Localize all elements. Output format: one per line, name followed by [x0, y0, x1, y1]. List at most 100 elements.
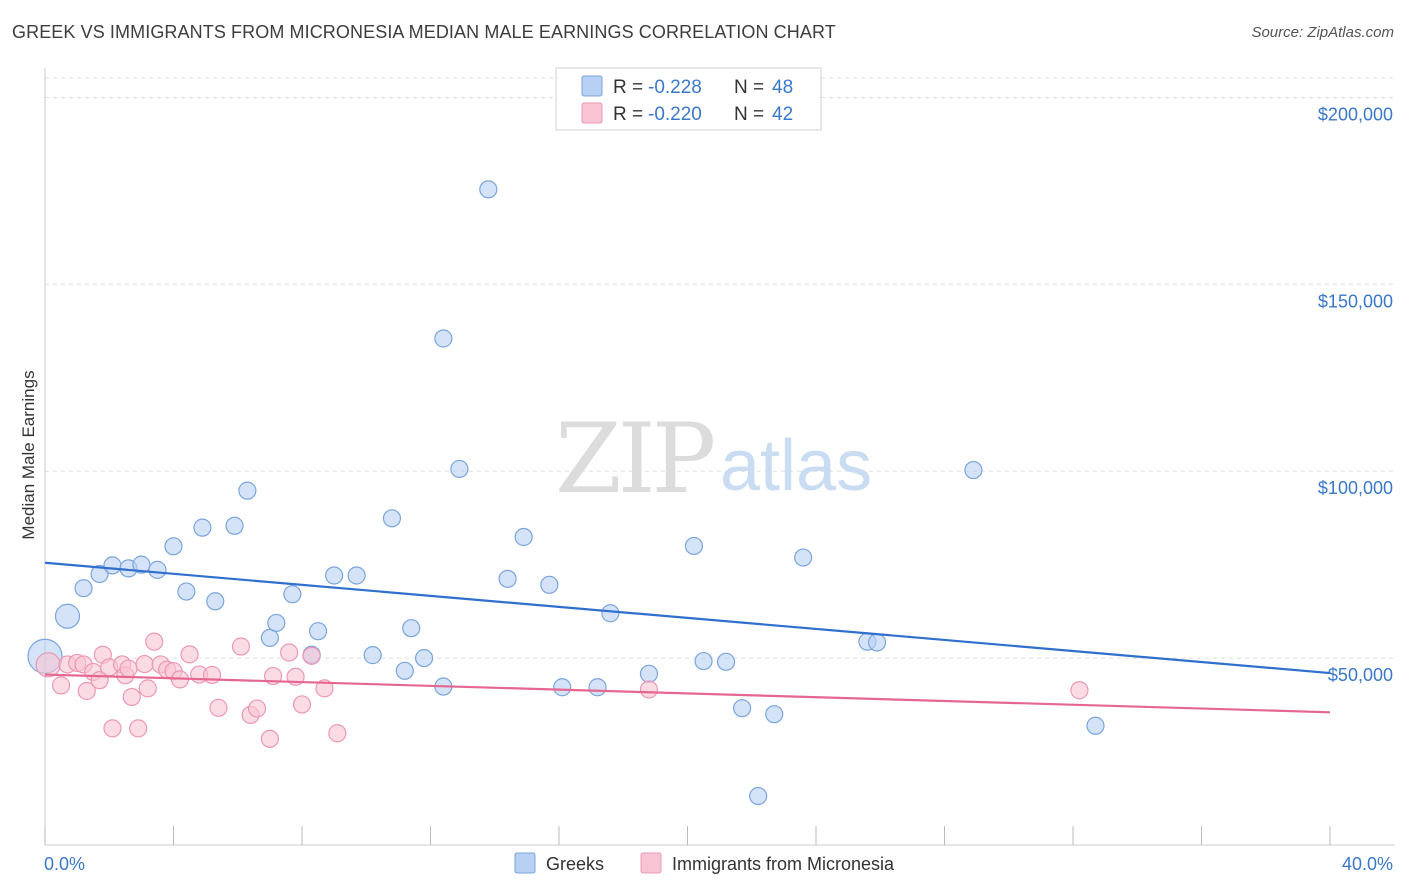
stats-r-label-greeks: R =	[613, 77, 643, 98]
point-greeks	[964, 460, 983, 480]
point-greeks	[694, 651, 713, 671]
point-micronesia	[292, 695, 312, 714]
stats-r-label-micronesia: R =	[613, 104, 643, 125]
watermark-zip: ZIP	[555, 403, 714, 515]
point-micronesia	[280, 643, 299, 662]
point-greeks	[749, 786, 768, 806]
point-greeks	[514, 527, 533, 547]
point-greeks	[193, 518, 212, 537]
x-tick-label: 0.0%	[44, 854, 85, 874]
point-micronesia	[328, 724, 347, 743]
stats-n-label-micronesia: N =	[734, 104, 764, 125]
point-greeks	[479, 180, 498, 199]
point-micronesia	[260, 729, 279, 748]
point-micronesia	[1070, 681, 1089, 700]
point-greeks	[103, 556, 122, 575]
point-micronesia	[145, 632, 164, 651]
legend: Greeks Immigrants from Micronesia	[514, 852, 895, 874]
point-greeks	[733, 699, 752, 718]
point-micronesia	[51, 676, 71, 695]
point-greeks	[164, 537, 183, 556]
point-micronesia	[135, 654, 154, 674]
point-micronesia	[129, 719, 148, 738]
point-greeks	[684, 536, 704, 556]
x-tick-labels: 0.0% 40.0%	[44, 854, 1393, 874]
trend-line-micronesia	[44, 673, 1331, 714]
point-micronesia	[247, 699, 267, 718]
point-greeks	[867, 633, 887, 652]
point-micronesia	[35, 652, 61, 678]
point-micronesia	[77, 681, 96, 701]
stats-swatch-micronesia	[581, 102, 603, 124]
point-micronesia	[231, 637, 251, 656]
point-greeks	[1086, 716, 1105, 735]
stats-n-micronesia: 42	[772, 104, 793, 125]
x-tick-label: 40.0%	[1342, 854, 1393, 874]
stats-swatch-greeks	[581, 75, 603, 97]
point-greeks	[434, 329, 453, 348]
point-greeks	[588, 678, 607, 697]
point-greeks	[414, 648, 434, 668]
trend-line-greeks	[44, 561, 1331, 675]
point-greeks	[177, 582, 196, 601]
point-greeks	[382, 509, 402, 528]
point-greeks	[267, 613, 286, 633]
legend-label-greeks: Greeks	[546, 854, 604, 874]
point-greeks	[347, 566, 366, 585]
point-greeks	[601, 604, 620, 623]
stats-r-greeks: -0.228	[648, 77, 702, 98]
stats-box: R = -0.228 N = 48 R = -0.220 N = 42	[555, 67, 822, 131]
legend-swatch-greeks	[514, 852, 536, 874]
stats-r-micronesia: -0.220	[648, 104, 702, 125]
point-micronesia	[122, 687, 141, 707]
point-greeks	[90, 564, 109, 584]
source-label: Source: ZipAtlas.com	[1251, 24, 1394, 41]
point-micronesia	[138, 679, 157, 698]
point-micronesia	[180, 645, 199, 664]
legend-swatch-micronesia	[640, 852, 662, 874]
point-greeks	[498, 569, 517, 588]
point-micronesia	[639, 680, 659, 699]
point-greeks	[74, 579, 93, 598]
watermark: ZIP atlas	[555, 403, 872, 515]
y-tick-label: $50,000	[1328, 665, 1393, 685]
point-micronesia	[302, 646, 321, 665]
legend-label-micronesia: Immigrants from Micronesia	[672, 854, 895, 874]
point-greeks	[639, 664, 659, 683]
point-greeks	[553, 678, 572, 697]
point-greeks	[283, 585, 302, 604]
point-micronesia	[119, 659, 138, 678]
y-axis-label: Median Male Earnings	[19, 370, 38, 539]
y-tick-labels: $50,000 $100,000 $150,000 $200,000	[1318, 104, 1393, 685]
point-micronesia	[315, 679, 334, 698]
point-greeks	[148, 560, 167, 579]
point-greeks	[54, 603, 81, 629]
point-greeks	[794, 548, 813, 567]
point-micronesia	[103, 719, 122, 738]
point-greeks	[363, 646, 382, 665]
point-greeks	[206, 592, 225, 611]
point-greeks	[765, 705, 784, 724]
point-greeks	[308, 622, 328, 641]
point-greeks	[450, 459, 469, 479]
watermark-atlas: atlas	[720, 426, 872, 506]
trend-lines	[44, 561, 1331, 714]
stats-n-label-greeks: N =	[734, 77, 764, 98]
stats-n-greeks: 48	[772, 77, 793, 98]
point-greeks	[395, 661, 414, 680]
point-greeks	[402, 619, 421, 638]
chart-title: GREEK VS IMMIGRANTS FROM MICRONESIA MEDI…	[12, 22, 836, 42]
point-greeks	[260, 628, 279, 648]
gridlines	[45, 77, 1395, 659]
point-greeks	[325, 566, 344, 585]
y-tick-label: $150,000	[1318, 291, 1393, 311]
y-tick-label: $200,000	[1318, 104, 1393, 124]
point-micronesia	[209, 698, 228, 717]
y-tick-label: $100,000	[1318, 478, 1393, 498]
point-greeks	[238, 481, 257, 500]
axes	[44, 68, 1395, 846]
point-micronesia	[202, 665, 222, 685]
point-greeks	[225, 516, 244, 535]
point-greeks	[132, 555, 151, 574]
